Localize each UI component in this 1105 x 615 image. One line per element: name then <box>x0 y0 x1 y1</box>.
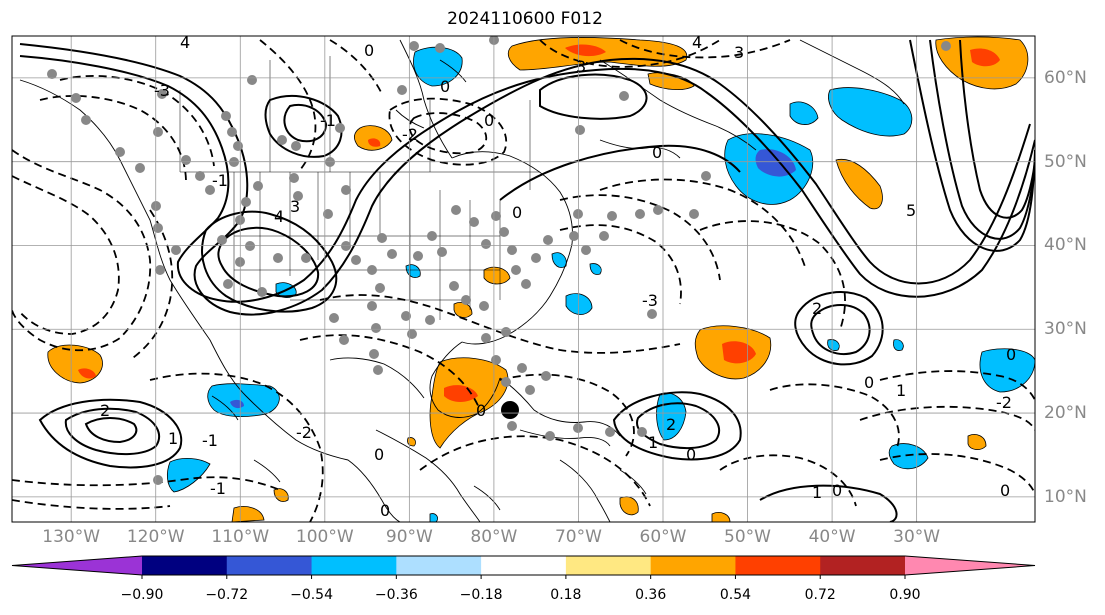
contour-label: 0 <box>440 77 450 96</box>
contour-label: 0 <box>380 501 390 520</box>
contour-label: 3 <box>290 197 300 216</box>
longitude-label: 90°W <box>385 527 433 547</box>
gray-dots <box>47 36 951 485</box>
colorbar-segment <box>565 556 652 575</box>
longitude-label: 110°W <box>211 527 270 547</box>
latitude-label: 40°N <box>1044 235 1087 256</box>
contour-label: 3 <box>734 43 744 62</box>
colorbar-segment <box>820 556 906 575</box>
longitude-label: 80°W <box>470 527 518 547</box>
dashed-contours <box>12 39 1035 522</box>
contour-label: -1 <box>202 431 218 450</box>
colorbar-segment <box>735 556 821 575</box>
contour-label: 2 <box>666 415 676 434</box>
contour-label: 0 <box>1006 345 1016 364</box>
colorbar-tick-label: 0.36 <box>635 587 667 603</box>
colorbar-tick-label: 0.72 <box>804 587 836 603</box>
contour-label: 1 <box>648 433 658 452</box>
contour-label: 0 <box>484 111 494 130</box>
colorbar-segment <box>311 556 397 575</box>
contour-labels: 0 0 0 0 0 0 0 0 0 0 0 0 0 1 1 1 1 2 2 2 … <box>100 33 1016 520</box>
longitude-label: 120°W <box>126 527 185 547</box>
contour-label: 0 <box>652 143 662 162</box>
contour-label: -3 <box>154 81 170 100</box>
colorbar-segment <box>396 556 482 575</box>
colorbar-tick-label: −0.36 <box>374 587 418 603</box>
colorbar-extend-low <box>12 556 142 575</box>
colorbar-tick-label: −0.90 <box>120 587 164 603</box>
contour-label: 0 <box>374 445 384 464</box>
colorbar-segment <box>481 556 567 575</box>
longitude-label: 30°W <box>893 527 941 547</box>
latitude-label: 30°N <box>1044 319 1087 340</box>
contour-label: 4 <box>274 207 284 226</box>
longitude-label: 50°W <box>724 527 772 547</box>
colorbar <box>11 555 1036 579</box>
longitude-label: 40°W <box>808 527 856 547</box>
solid-contours <box>19 39 1035 522</box>
contour-label: -1 <box>210 479 226 498</box>
contour-label: 0 <box>864 373 874 392</box>
colorbar-tick-label: −0.72 <box>205 587 249 603</box>
longitude-label: 130°W <box>42 527 101 547</box>
latitude-label: 10°N <box>1044 486 1087 507</box>
gridlines <box>12 36 1035 522</box>
shaded-field <box>47 36 1035 522</box>
contour-label: 1 <box>896 381 906 400</box>
contour-label: 0 <box>512 203 522 222</box>
colorbar-segment <box>226 556 313 575</box>
contour-label: -1 <box>212 171 228 190</box>
colorbar-tick-label: 0.90 <box>889 587 921 603</box>
contour-label: 1 <box>812 483 822 502</box>
longitude-label: 100°W <box>295 527 354 547</box>
colorbar-segment <box>142 556 228 575</box>
colorbar-segment <box>650 556 736 575</box>
colorbar-extend-high <box>905 556 1035 575</box>
longitude-label: 70°W <box>554 527 602 547</box>
colorbar-tick-label: 0.54 <box>719 587 752 603</box>
center-marker <box>501 401 519 419</box>
map-title: 2024110600 F012 <box>447 9 603 29</box>
contour-label: -2 <box>402 125 418 144</box>
contour-label: -3 <box>642 291 658 310</box>
latitude-label: 50°N <box>1044 151 1087 172</box>
contour-label: 4 <box>692 33 702 52</box>
colorbar-tick-label: 0.18 <box>550 587 582 603</box>
contour-label: -2 <box>296 423 312 442</box>
contour-label: 4 <box>180 33 190 52</box>
longitude-label: 60°W <box>639 527 687 547</box>
colorbar-tick-label: −0.54 <box>290 587 333 603</box>
contour-label: 0 <box>476 401 486 420</box>
latitude-label: 20°N <box>1044 403 1087 424</box>
contour-label: 0 <box>1000 481 1010 500</box>
contour-label: 0 <box>686 445 696 464</box>
coastlines <box>19 39 905 522</box>
map-border <box>11 35 1036 523</box>
latitude-label: 60°N <box>1044 67 1087 88</box>
contour-label: 2 <box>812 299 822 318</box>
political-borders <box>179 56 540 320</box>
contour-label: -1 <box>320 111 336 130</box>
contour-label: 0 <box>364 41 374 60</box>
contour-label: 1 <box>168 429 178 448</box>
contour-label: 5 <box>906 201 916 220</box>
contour-label: 2 <box>100 401 110 420</box>
colorbar-tick-label: −0.18 <box>459 587 503 603</box>
contour-label: 0 <box>832 481 842 500</box>
contour-label: 3 <box>576 57 586 76</box>
contour-label: -2 <box>996 393 1012 412</box>
